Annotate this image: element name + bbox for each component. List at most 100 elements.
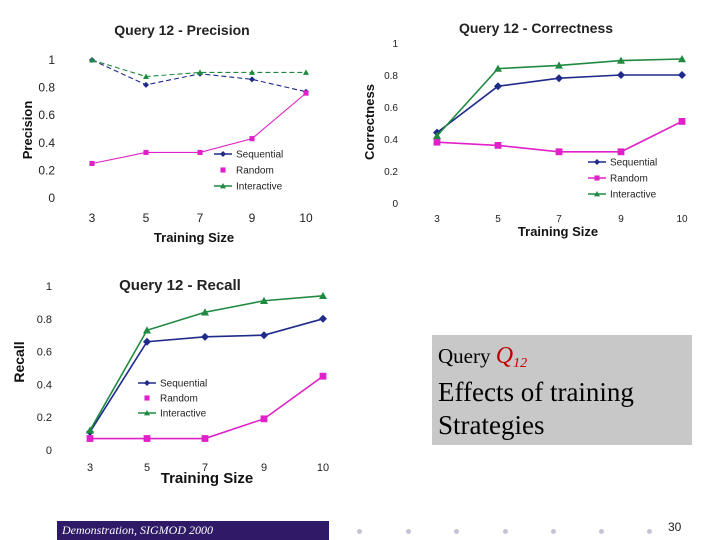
x-tick-label: 7 [202, 462, 208, 474]
data-point-random [86, 435, 94, 442]
precision-chart-svg: Query 12 - Precision Precision Training Si… [20, 22, 313, 245]
legend-marker-random [220, 167, 226, 173]
series-line-interactive [436, 58, 683, 137]
data-point-interactive [494, 64, 502, 72]
y-tick-label: 0 [392, 199, 398, 210]
x-tick-label: 9 [261, 462, 267, 474]
data-point-interactive [319, 291, 327, 300]
x-axis-label: Training Size [518, 224, 598, 239]
legend-marker-interactive [220, 183, 226, 189]
y-tick-label: 0.8 [384, 71, 398, 82]
y-tick-label: 1 [392, 39, 398, 50]
data-point-random [143, 149, 149, 156]
x-tick-label: 9 [249, 211, 256, 225]
data-point-interactive [303, 69, 309, 75]
correctness-chart-svg: Query 12 - Correctness Correctness Trainin… [362, 20, 688, 239]
data-point-sequential [555, 74, 563, 83]
y-tick-label: 0 [46, 445, 52, 457]
y-tick-label: 1 [48, 53, 55, 67]
data-point-sequential [617, 71, 625, 79]
data-point-sequential [319, 314, 327, 323]
x-tick-label: 10 [676, 214, 688, 225]
series-line-sequential [91, 59, 307, 93]
chart-title: Query 12 - Precision [114, 22, 249, 38]
y-axis-label: Correctness [362, 84, 377, 160]
recall-chart-svg: Query 12 - Recall Recall Training Size 0 0.2… [11, 277, 329, 487]
series-line-interactive [91, 59, 306, 78]
data-point-sequential [143, 81, 149, 88]
data-point-random [89, 160, 95, 167]
data-point-interactive [249, 69, 255, 75]
y-tick-label: 0 [48, 191, 55, 205]
correctness-chart: Query 12 - Correctness Correctness Trainin… [360, 0, 720, 270]
legend-marker-interactive [594, 191, 600, 197]
x-tick-label: 5 [495, 214, 501, 225]
chart-title: Query 12 - Recall [119, 277, 241, 294]
y-tick-label: 0.4 [38, 136, 55, 150]
x-tick-label: 5 [143, 211, 150, 225]
y-tick-label: 0.6 [37, 347, 52, 359]
data-point-sequential [260, 331, 268, 340]
data-point-random [201, 435, 209, 442]
data-point-sequential [678, 71, 686, 79]
legend-label: Interactive [160, 409, 207, 420]
legend-label: Random [610, 174, 648, 185]
data-point-random [303, 90, 309, 96]
x-tick-label: 5 [144, 462, 150, 474]
legend-label: Random [160, 394, 198, 405]
footer-text: Demonstration, SIGMOD 2000 [62, 523, 213, 537]
data-point-random [249, 136, 255, 142]
data-point-random [678, 118, 686, 125]
data-point-interactive [433, 131, 441, 139]
data-point-random [260, 415, 268, 423]
data-point-interactive [617, 56, 625, 64]
y-tick-label: 0.4 [37, 379, 52, 391]
y-tick-label: 1 [46, 281, 52, 293]
data-point-random [555, 148, 563, 156]
caption-q-symbol: Q [495, 343, 514, 369]
x-axis-label: Training Size [161, 470, 254, 487]
data-point-random [143, 435, 151, 442]
y-tick-label: 0.8 [37, 314, 52, 326]
legend-label: Sequential [160, 379, 207, 390]
series-line-random [436, 120, 683, 153]
data-point-interactive [260, 296, 268, 304]
footer-dot [647, 529, 652, 534]
x-tick-label: 3 [434, 214, 440, 225]
footer-dot [454, 529, 459, 534]
y-tick-label: 0.2 [384, 167, 398, 178]
footer-dot [599, 529, 604, 534]
y-tick-label: 0.8 [38, 81, 55, 95]
footer-dot [357, 529, 362, 534]
x-tick-label: 7 [556, 214, 562, 225]
legend-marker-sequential [220, 151, 226, 157]
data-point-interactive [89, 57, 95, 63]
data-point-random [494, 142, 502, 149]
series-line-sequential [436, 74, 682, 134]
caption-body: Effects of training Strategies [438, 377, 634, 440]
precision-chart: Query 12 - Precision Precision Training Si… [0, 0, 360, 270]
data-point-interactive [678, 55, 686, 63]
chart-title: Query 12 - Correctness [459, 20, 613, 36]
y-axis-label: Precision [20, 101, 35, 160]
data-point-random [433, 138, 441, 146]
legend-marker-sequential [144, 380, 150, 386]
data-point-interactive [143, 326, 151, 334]
caption-query-line: Query Q12 [438, 343, 686, 372]
legend-marker-random [594, 175, 600, 181]
data-point-sequential [249, 76, 255, 83]
recall-chart: Query 12 - Recall Recall Training Size 0 0.2… [0, 270, 360, 500]
y-tick-label: 0.2 [38, 163, 55, 177]
legend-label: Sequential [610, 158, 657, 169]
caption-box: Query Q12 Effects of training Strategies [432, 335, 692, 445]
legend-label: Sequential [236, 150, 283, 161]
x-tick-label: 10 [317, 462, 329, 474]
data-point-interactive [555, 61, 563, 69]
legend-label: Interactive [610, 190, 657, 201]
y-axis-label: Recall [11, 341, 27, 382]
x-tick-label: 7 [197, 211, 204, 225]
footer-bar: Demonstration, SIGMOD 2000 [57, 521, 329, 540]
legend-marker-interactive [144, 410, 150, 416]
y-tick-label: 0.4 [384, 135, 398, 146]
data-point-interactive [86, 426, 94, 434]
